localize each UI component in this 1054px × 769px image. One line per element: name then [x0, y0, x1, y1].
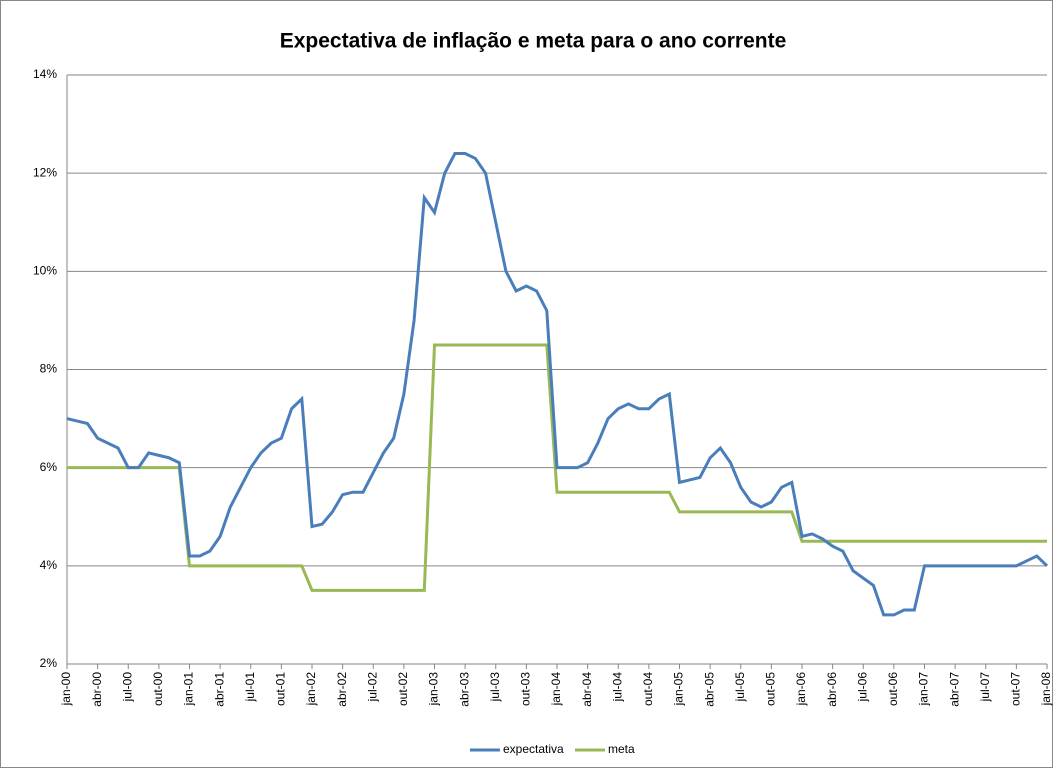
series-line [66, 152, 1049, 617]
x-tick-label: jul-00 [120, 672, 134, 703]
x-tick-label: jan-01 [182, 672, 196, 707]
x-tick-label: abr-01 [212, 672, 226, 707]
x-tick-label: out-03 [519, 672, 533, 706]
x-tick-label: jan-05 [672, 672, 686, 707]
x-tick-label: jan-08 [1039, 672, 1053, 707]
x-tick-label: jul-06 [855, 672, 869, 703]
x-tick-label: out-07 [1009, 672, 1023, 706]
y-tick-label: 2% [40, 656, 58, 670]
x-tick-label: jul-05 [733, 672, 747, 703]
x-tick-label: jan-00 [59, 672, 73, 707]
x-tick-label: jul-03 [488, 672, 502, 703]
x-tick-label: out-02 [396, 672, 410, 706]
y-tick-label: 10% [33, 264, 57, 278]
x-tick-label: out-04 [641, 672, 655, 706]
x-tick-label: jul-01 [243, 672, 257, 703]
x-tick-label: jan-04 [549, 672, 563, 707]
y-tick-label: 4% [40, 558, 58, 572]
y-tick-label: 12% [33, 165, 57, 179]
chart-title: Expectativa de inflação e meta para o an… [280, 30, 787, 53]
x-tick-label: abr-06 [825, 672, 839, 707]
x-tick-label: jul-07 [978, 672, 992, 703]
x-tick-label: jan-02 [304, 672, 318, 707]
x-tick-label: out-01 [274, 672, 288, 706]
legend-label: expectativa [503, 742, 564, 756]
y-tick-label: 14% [33, 67, 57, 81]
x-tick-label: jan-03 [427, 672, 441, 707]
y-tick-label: 8% [40, 362, 58, 376]
series-line [67, 343, 1047, 592]
x-tick-label: abr-00 [90, 672, 104, 707]
x-tick-label: out-05 [764, 672, 778, 706]
x-tick-label: abr-07 [947, 672, 961, 707]
legend-label: meta [608, 742, 635, 756]
x-tick-label: jul-04 [610, 672, 624, 703]
x-tick-label: jan-07 [917, 672, 931, 707]
x-tick-label: abr-03 [457, 672, 471, 707]
x-tick-label: jul-02 [365, 672, 379, 703]
x-tick-label: out-00 [151, 672, 165, 706]
x-tick-label: abr-04 [580, 672, 594, 707]
y-tick-label: 6% [40, 460, 58, 474]
x-tick-label: abr-02 [335, 672, 349, 707]
x-tick-label: jan-06 [794, 672, 808, 707]
x-tick-label: abr-05 [702, 672, 716, 707]
x-tick-label: out-06 [886, 672, 900, 706]
